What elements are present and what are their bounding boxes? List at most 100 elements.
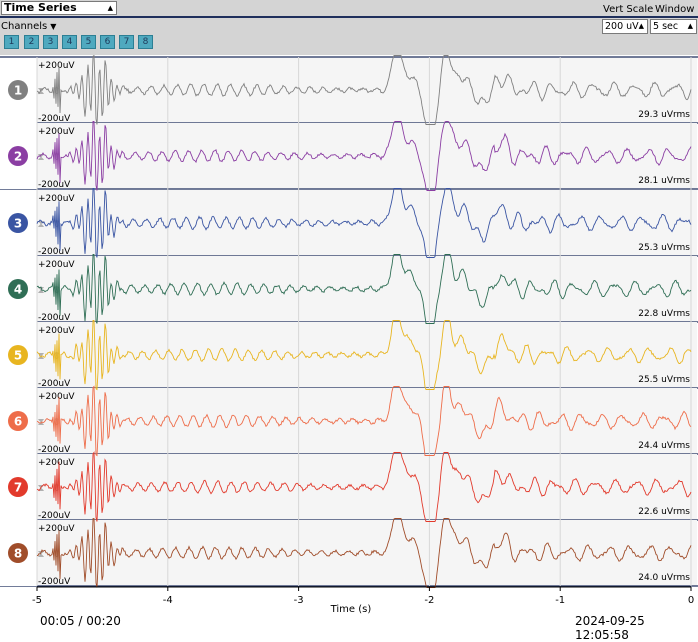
channel-number-label: 5 [14,349,22,363]
rms-label: 22.6 uVrms [638,507,690,517]
channel-8-trace [36,518,692,588]
channel-toggle-4[interactable]: 4 [62,35,77,49]
rms-label: 28.1 uVrms [638,176,690,186]
channel-toggle-8[interactable]: 8 [138,35,153,49]
channel-badge-2: 2 [8,146,28,166]
channel-badge-4: 4 [8,279,28,299]
channel-badge-circle [8,80,28,100]
scale-bottom-label: -200uV [38,180,71,190]
hourglass-icon: ⧗ [37,152,44,163]
channel-badge-circle [8,543,28,563]
channel-number-label: 4 [14,283,22,297]
scale-top-label: +200uV [38,458,75,468]
channel-row-6 [37,388,697,454]
channels-label: Channels [1,21,48,32]
hourglass-icon: ⧗ [37,483,44,494]
widget-select-value: Time Series [4,1,77,14]
channel-5-trace [36,320,692,391]
caret-down-icon: ▼ [50,22,57,31]
channel-badge-circle [8,411,28,431]
hourglass-icon: ⧗ [37,219,44,230]
elapsed-time: 00:05 / 00:20 [40,614,121,628]
channel-row-8 [37,520,697,586]
scale-top-label: +200uV [38,524,75,534]
channel-badge-circle [8,146,28,166]
caret-up-icon: ▲ [687,22,693,30]
time-series-plot: 1 ⧗ ⇕ +200uV -200uV 29.3 uVrms 2 ⧗ ⇕ +200uV -200uV… [0,55,698,615]
hourglass-icon: ⧗ [37,86,44,97]
channel-1-trace [36,55,692,125]
session-timestamp: 2024-09-25 12:05:58 [575,614,645,642]
channel-2-trace [36,121,692,191]
x-tick-label: -5 [32,595,42,606]
channel-number-label: 7 [14,481,22,495]
x-tick-label: -3 [294,595,304,606]
channel-row-2 [37,123,697,189]
window-dropdown[interactable]: 5 sec ▲ [650,19,697,34]
arrows-icon: ⇕ [53,86,61,97]
arrows-icon: ⇕ [53,152,61,163]
scale-bottom-label: -200uV [38,379,71,389]
scale-top-label: +200uV [38,392,75,402]
channel-badge-6: 6 [8,411,28,431]
rms-label: 22.8 uVrms [638,309,690,319]
scale-bottom-label: -200uV [38,247,71,257]
arrows-icon: ⇕ [53,219,61,230]
channel-number-label: 8 [14,547,22,561]
rms-label: 29.3 uVrms [638,110,690,120]
scale-top-label: +200uV [38,127,75,137]
channel-toggle-6[interactable]: 6 [100,35,115,49]
arrows-icon: ⇕ [53,549,61,560]
channel-badge-5: 5 [8,345,28,365]
hourglass-icon: ⧗ [37,285,44,296]
caret-up-icon: ▲ [638,22,644,30]
channel-6-trace [36,385,692,457]
scale-bottom-label: -200uV [38,511,71,521]
x-tick-label: -1 [555,595,565,606]
window-label: Window [655,4,695,15]
vert-scale-label: Vert Scale [603,4,654,15]
widget-select[interactable]: Time Series ▲ [1,1,117,15]
channel-toggle-1[interactable]: 1 [4,35,19,49]
channel-badge-circle [8,213,28,233]
vert-scale-value: 200 uV [605,21,639,32]
x-tick-label: -4 [163,595,173,606]
scale-top-label: +200uV [38,326,75,336]
arrows-icon: ⇕ [53,483,61,494]
channel-badge-8: 8 [8,543,28,563]
channel-4-trace [36,254,692,324]
arrows-icon: ⇕ [53,417,61,428]
channel-number-label: 6 [14,415,22,429]
channel-number-label: 2 [14,150,22,164]
channel-badge-circle [8,345,28,365]
arrows-icon: ⇕ [53,285,61,296]
scale-bottom-label: -200uV [38,445,71,455]
channel-row-3 [37,190,697,256]
time-series-chart: 1 ⧗ ⇕ +200uV -200uV 29.3 uVrms 2 ⧗ ⇕ +200uV -200uV… [0,55,698,615]
scale-bottom-label: -200uV [38,313,71,323]
rms-label: 24.0 uVrms [638,573,690,583]
channel-badge-circle [8,477,28,497]
scale-top-label: +200uV [38,61,75,71]
rms-label: 25.3 uVrms [638,243,690,253]
rms-label: 25.5 uVrms [638,375,690,385]
channel-toggle-3[interactable]: 3 [43,35,58,49]
scale-top-label: +200uV [38,260,75,270]
channel-row-5 [37,322,697,388]
scale-bottom-label: -200uV [38,577,71,587]
channel-badge-3: 3 [8,213,28,233]
channel-badge-circle [8,279,28,299]
window-value: 5 sec [653,21,679,32]
x-axis-label: Time (s) [330,604,372,615]
vert-scale-dropdown[interactable]: 200 uV ▲ [602,19,648,34]
channel-3-trace [36,188,692,258]
channel-toggle-7[interactable]: 7 [119,35,134,49]
channel-toggle-5[interactable]: 5 [81,35,96,49]
caret-up-icon: ▲ [107,4,113,12]
channels-dropdown[interactable]: Channels ▼ [1,21,56,32]
channel-toggle-2[interactable]: 2 [24,35,39,49]
channel-badge-7: 7 [8,477,28,497]
toolbar-divider [0,16,698,18]
scale-top-label: +200uV [38,194,75,204]
